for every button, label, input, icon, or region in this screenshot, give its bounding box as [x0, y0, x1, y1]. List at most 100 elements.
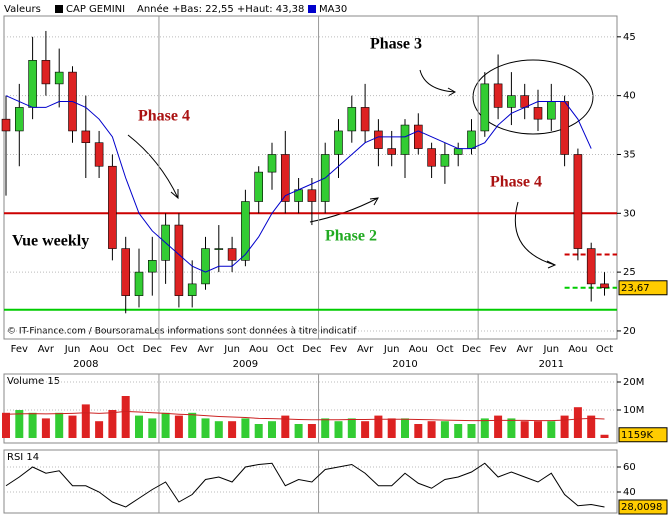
- candle-body: [41, 60, 51, 85]
- candle-body: [227, 248, 237, 261]
- x-tick-label: Avr: [517, 344, 534, 355]
- candle-body: [108, 165, 117, 249]
- volume-bar: [254, 424, 263, 438]
- source: © IT-Finance.com / BoursoramaLes informa…: [7, 326, 357, 337]
- arrow-head: [170, 189, 179, 200]
- x-tick-label: Avr: [357, 344, 374, 355]
- volume-bar: [281, 415, 290, 438]
- volume-bar: [135, 415, 143, 438]
- candle-body: [134, 271, 144, 296]
- volume-bar: [334, 421, 343, 438]
- volume-bar: [600, 434, 609, 438]
- x-tick-label: Avr: [197, 344, 214, 355]
- legend-swatch: [55, 5, 63, 13]
- x-tick-label: Aou: [568, 344, 587, 355]
- x-tick-label: Oct: [277, 344, 294, 355]
- candle-body: [28, 60, 37, 108]
- volume-bar: [55, 412, 64, 438]
- candle-body: [573, 154, 583, 249]
- candle-body: [600, 283, 609, 289]
- last-value-box: [618, 280, 668, 296]
- x-year-label: 2008: [73, 359, 98, 370]
- arrow-head: [546, 260, 557, 269]
- volume-bar: [174, 415, 183, 438]
- volume-bar: [241, 418, 250, 438]
- candle-body: [413, 124, 423, 149]
- candle-body: [201, 248, 210, 285]
- volume-bar: [387, 418, 396, 438]
- volume-bar: [81, 404, 90, 438]
- volume-bar: [440, 421, 449, 438]
- last-value-box: [618, 427, 668, 443]
- candle-body: [453, 148, 463, 155]
- candle-body: [493, 83, 503, 108]
- volume-bar: [15, 410, 24, 438]
- x-tick-label: Jun: [223, 344, 240, 355]
- legend-swatch: [308, 5, 316, 13]
- y-tick-label: 60: [623, 462, 636, 473]
- x-year-label: 2009: [233, 359, 258, 370]
- candle-body: [81, 130, 91, 144]
- arrow: [127, 134, 179, 199]
- last-value-box: [618, 499, 668, 515]
- candle-body: [254, 171, 263, 202]
- arrows: [127, 59, 594, 269]
- annotation: Vue weekly: [12, 233, 89, 250]
- candle-body: [174, 224, 184, 296]
- volume-bar: [188, 412, 197, 438]
- x-tick-label: Dec: [143, 344, 162, 355]
- y-tick-label: 20: [623, 326, 636, 337]
- annotation: Phase 4: [490, 174, 542, 191]
- volume-bar: [467, 424, 476, 438]
- y-tick-label: 35: [623, 149, 636, 160]
- x-tick-label: Dec: [302, 344, 321, 355]
- candle-body: [307, 189, 317, 202]
- x-year-label: 2010: [392, 359, 417, 370]
- legend-label: MA30: [319, 4, 347, 15]
- candle-body: [427, 148, 436, 167]
- candle-body: [374, 130, 383, 149]
- rsi-line: [5, 462, 605, 508]
- candle-body: [533, 107, 543, 120]
- volume-bar: [95, 421, 104, 438]
- last-value-label: 23,67: [621, 283, 650, 294]
- volume-bar: [201, 418, 210, 438]
- x-tick-label: Fev: [330, 344, 347, 355]
- last-value-label: 1159K: [621, 430, 653, 441]
- candle-body: [267, 154, 277, 173]
- volume-bar: [547, 421, 556, 438]
- volume-bar: [587, 415, 596, 438]
- volume-bar: [41, 418, 50, 438]
- volume-bar: [108, 410, 117, 438]
- volume-bar: [2, 412, 10, 438]
- annotation: Phase 4: [138, 108, 190, 125]
- candle-body: [94, 142, 104, 167]
- volume-panel: [3, 373, 618, 444]
- chart-title: CAP GEMINI: [66, 4, 125, 15]
- y-tick-label: 40: [623, 91, 636, 102]
- volume-ma-line: [5, 410, 605, 422]
- highlight-ellipse: [472, 59, 594, 135]
- x-tick-label: Oct: [117, 344, 134, 355]
- x-tick-label: Fev: [489, 344, 506, 355]
- volume-bar: [228, 421, 237, 438]
- volume-bar: [401, 418, 409, 438]
- candle-body: [241, 201, 250, 261]
- candle-body: [507, 95, 516, 108]
- x-tick-label: Dec: [462, 344, 481, 355]
- volume-title: Volume 15: [7, 376, 60, 387]
- candle-body: [15, 107, 24, 132]
- candle-body: [387, 148, 397, 155]
- volume-bar: [414, 424, 423, 438]
- x-tick-label: Fev: [11, 344, 28, 355]
- arrow-head: [369, 197, 379, 206]
- volume-bar: [573, 407, 582, 438]
- x-tick-label: Oct: [596, 344, 613, 355]
- x-tick-label: Aou: [249, 344, 268, 355]
- x-tick-label: Fev: [170, 344, 187, 355]
- volume-bar: [294, 424, 303, 438]
- ma-line: [5, 95, 592, 273]
- last-value-label: 28,0098: [621, 502, 662, 513]
- x-tick-label: Jun: [383, 344, 400, 355]
